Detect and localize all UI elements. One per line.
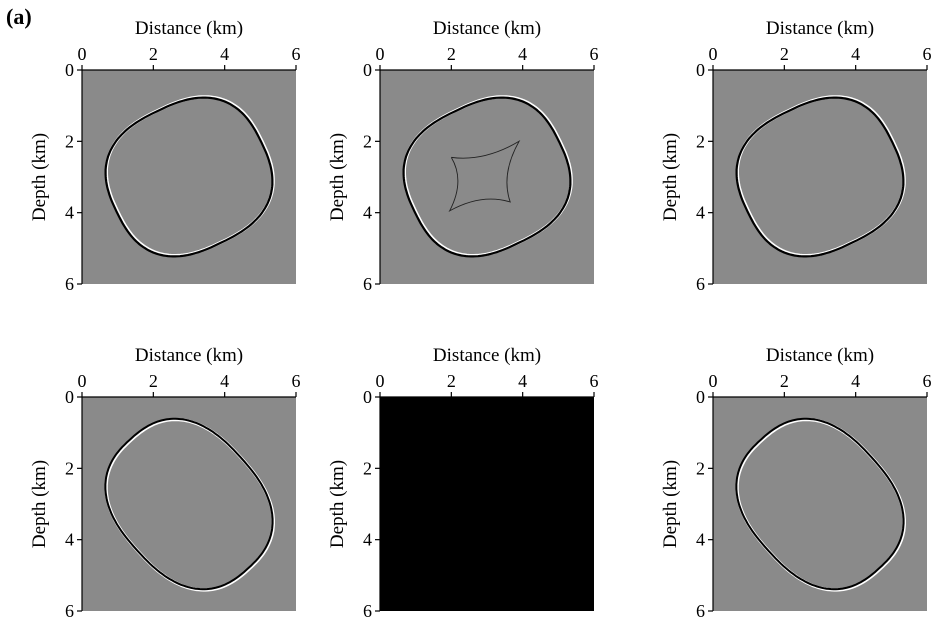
- y-tick-label: 4: [363, 203, 372, 223]
- x-tick-label: 0: [376, 371, 385, 391]
- x-tick-label: 0: [709, 44, 718, 64]
- y-tick-label: 2: [65, 458, 74, 478]
- y-tick-label: 2: [363, 458, 372, 478]
- x-tick-label: 4: [220, 44, 229, 64]
- panel-background: [713, 70, 927, 284]
- y-axis-title: Depth (km): [327, 133, 348, 221]
- x-tick-label: 6: [292, 371, 301, 391]
- y-tick-label: 2: [363, 131, 372, 151]
- y-tick-label: 4: [65, 203, 74, 223]
- x-axis-title: Distance (km): [135, 18, 243, 39]
- y-tick-label: 6: [696, 274, 705, 294]
- y-axis-title: Depth (km): [29, 460, 50, 548]
- x-tick-label: 0: [376, 44, 385, 64]
- panel-6: 0 2 4 6 0 2 4 6 Distance (km) Depth (km): [660, 345, 932, 621]
- x-tick-label: 4: [220, 371, 229, 391]
- panel-3: 0 2 4 6 0 2 4 6 Distance (km) Depth (km): [660, 18, 932, 294]
- x-tick-label: 4: [851, 371, 860, 391]
- x-tick-label: 6: [590, 371, 599, 391]
- wavefront-curve: [735, 96, 905, 258]
- x-tick-label: 4: [851, 44, 860, 64]
- y-tick-label: 0: [696, 60, 705, 80]
- y-tick-label: 2: [65, 131, 74, 151]
- panel-background: [713, 397, 927, 611]
- x-axis-title: Distance (km): [433, 18, 541, 39]
- x-tick-label: 0: [78, 44, 87, 64]
- y-tick-label: 6: [65, 274, 74, 294]
- x-tick-label: 4: [518, 371, 527, 391]
- panel-1: 0 2 4 6 0 2 4 6 Distance (km) Depth (km): [29, 18, 301, 294]
- y-tick-label: 4: [696, 203, 705, 223]
- x-tick-label: 2: [149, 371, 158, 391]
- panel-background: [380, 397, 594, 611]
- x-axis-title: Distance (km): [135, 345, 243, 366]
- y-tick-label: 0: [363, 387, 372, 407]
- y-axis-title: Depth (km): [327, 460, 348, 548]
- y-tick-label: 4: [363, 530, 372, 550]
- x-tick-label: 2: [447, 371, 456, 391]
- x-tick-label: 6: [292, 44, 301, 64]
- y-tick-label: 0: [363, 60, 372, 80]
- y-tick-label: 2: [696, 458, 705, 478]
- y-axis-title: Depth (km): [660, 460, 681, 548]
- wavefront-curve: [735, 417, 905, 591]
- y-tick-label: 6: [696, 601, 705, 621]
- y-tick-label: 0: [696, 387, 705, 407]
- x-tick-label: 2: [780, 371, 789, 391]
- x-tick-label: 4: [518, 44, 527, 64]
- triplication-cusp: [448, 140, 521, 213]
- y-tick-label: 6: [363, 601, 372, 621]
- x-tick-label: 2: [780, 44, 789, 64]
- x-tick-label: 6: [923, 44, 932, 64]
- panel-5: 0 2 4 6 0 2 4 6 Distance (km) Depth (km): [327, 345, 599, 621]
- y-tick-label: 6: [363, 274, 372, 294]
- x-axis-title: Distance (km): [766, 345, 874, 366]
- panel-2: 0 2 4 6 0 2 4 6 Distance (km) Depth (km): [327, 18, 599, 294]
- y-axis-title: Depth (km): [660, 133, 681, 221]
- y-tick-label: 0: [65, 60, 74, 80]
- x-tick-label: 6: [590, 44, 599, 64]
- panel-background: [380, 70, 594, 284]
- y-tick-label: 0: [65, 387, 74, 407]
- y-axis-title: Depth (km): [29, 133, 50, 221]
- wavefront-curve: [104, 96, 274, 258]
- y-tick-label: 4: [696, 530, 705, 550]
- wavefront-curve: [104, 417, 274, 591]
- x-tick-label: 0: [78, 371, 87, 391]
- y-tick-label: 6: [65, 601, 74, 621]
- y-tick-label: 2: [696, 131, 705, 151]
- x-tick-label: 6: [923, 371, 932, 391]
- x-axis-title: Distance (km): [766, 18, 874, 39]
- y-tick-label: 4: [65, 530, 74, 550]
- panel-background: [82, 397, 296, 611]
- x-tick-label: 0: [709, 371, 718, 391]
- wavefront-curve: [402, 96, 572, 258]
- figure-panel-label: (a): [6, 4, 32, 29]
- x-tick-label: 2: [447, 44, 456, 64]
- panel-4: 0 2 4 6 0 2 4 6 Distance (km) Depth (km): [29, 345, 301, 621]
- x-tick-label: 2: [149, 44, 158, 64]
- x-axis-title: Distance (km): [433, 345, 541, 366]
- panel-background: [82, 70, 296, 284]
